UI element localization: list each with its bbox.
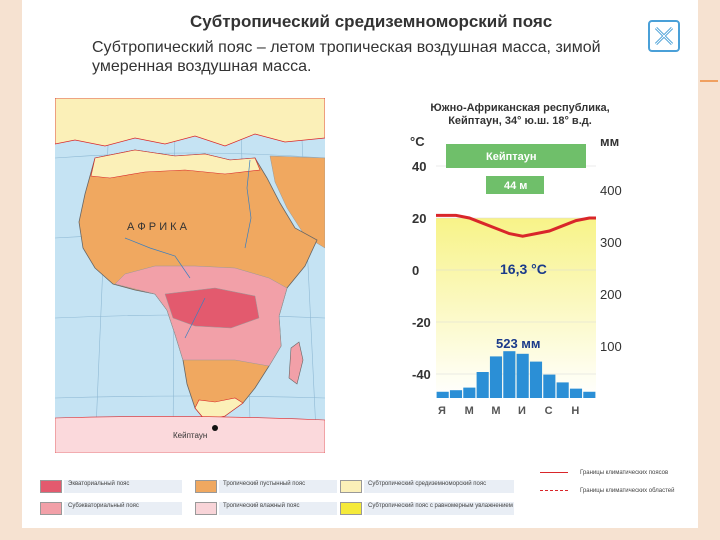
frame-accent [700,80,718,82]
precip-bar [503,351,516,398]
avg-temp-label: 16,3 °С [500,261,547,277]
frame-right [698,0,720,540]
precip-unit: мм [600,134,619,149]
month-label: И [518,405,526,417]
close-icon [654,26,674,46]
legend-swatch [40,480,62,493]
precip-bar [489,356,503,398]
city-marker [212,425,218,431]
legend-line-item: Границы климатических областей [540,488,674,494]
frame-left [0,0,22,540]
month-label: М [491,405,500,417]
precip-bar [583,391,596,398]
close-button[interactable] [648,20,680,52]
precip-tick: 100 [600,339,622,354]
frame-bottom [0,528,720,540]
temp-line [436,213,596,238]
legend-swatch [340,502,362,515]
legend-label: Субтропический пояс с равномерным увлажн… [368,503,513,509]
precip-tick: 200 [600,287,622,302]
temp-unit: °С [410,134,425,149]
legend-bg [64,502,182,515]
legend-bg [364,502,514,515]
temp-tick: 20 [412,211,426,226]
legend-line-label: Границы климатических областей [580,488,675,494]
precip-bar [476,372,489,398]
precip-tick: 300 [600,235,622,250]
month-label: М [465,405,474,417]
legend-bg [219,480,337,493]
climate-chart: °С мм Кейптаун 44 м 16,3 °С 523 мм 40200… [410,134,622,417]
precip-tick: 400 [600,183,622,198]
station-box [446,144,586,168]
legend-line-label: Границы климатических поясов [580,470,669,476]
legend-bg [64,480,182,493]
legend-label: Субтропический средиземноморский пояс [368,481,487,487]
elevation-label: 44 м [504,180,527,192]
temp-tick: -20 [412,315,431,330]
climate-header-line2: Кейптаун, 34° ю.ш. 18° в.д. [448,115,592,127]
legend-bg [219,502,337,515]
temp-tick: 40 [412,159,426,174]
legend-bg [364,480,514,493]
precip-bar [463,387,476,398]
city-label: Кейптаун [173,431,207,440]
temp-tick: 0 [412,263,419,278]
station-label: Кейптаун [486,151,537,163]
africa-map: А Ф Р И К А Кейптаун [55,98,325,453]
precip-bar [529,361,543,398]
precip-bar [436,391,449,398]
legend-swatch [195,502,217,515]
precip-bar [449,390,463,398]
month-label: Я [438,405,446,417]
precip-bar [543,374,556,398]
legend-swatch [195,480,217,493]
climate-header: Южно-Африканская республика, Кейптаун, 3… [415,102,625,128]
legend-line-symbol [540,471,568,473]
precip-bar [556,382,569,398]
precip-bar [569,388,583,398]
temp-area [436,218,596,398]
legend-swatch [40,502,62,515]
continent-label: А Ф Р И К А [127,221,188,233]
climate-header-line1: Южно-Африканская республика, [430,102,610,114]
legend-label: Тропический влажный пояс [223,503,300,509]
legend-line-symbol [540,489,568,491]
legend-swatch [340,480,362,493]
legend: Экваториальный пояс Тропический пустынный… [40,466,690,530]
legend-label: Экваториальный пояс [68,481,130,487]
precip-bar [516,353,529,398]
page-subtitle: Субтропический пояс – летом тропическая … [92,39,601,75]
legend-line-item: Границы климатических поясов [540,470,668,476]
annual-precip-label: 523 мм [496,336,541,351]
month-label: Н [571,405,579,417]
page-title: Субтропический средиземноморский пояс [190,12,553,31]
month-label: С [545,405,553,417]
elevation-box [486,176,544,194]
legend-label: Тропический пустынный пояс [223,481,306,487]
temp-tick: -40 [412,367,431,382]
legend-label: Субэкваториальный пояс [68,503,139,509]
